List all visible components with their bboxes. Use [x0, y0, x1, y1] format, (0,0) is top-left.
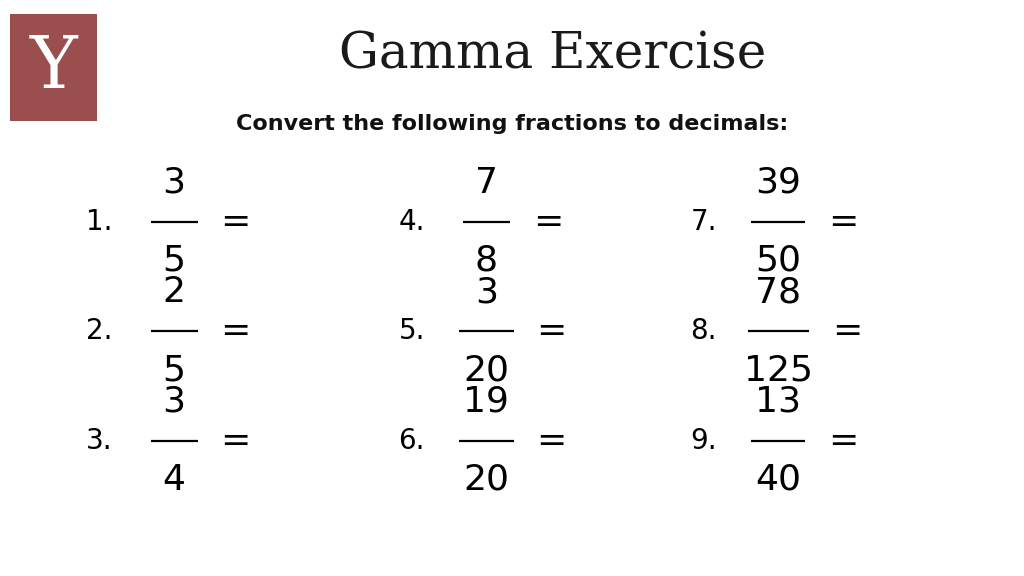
Text: 7.: 7. [690, 208, 717, 236]
Text: 39: 39 [756, 165, 801, 200]
Text: 20: 20 [464, 463, 509, 497]
Text: 4: 4 [163, 463, 185, 497]
Text: 3: 3 [163, 165, 185, 200]
Text: Gamma Exercise: Gamma Exercise [339, 30, 767, 79]
Text: 6.: 6. [398, 427, 425, 454]
Text: 3: 3 [475, 275, 498, 309]
Text: 20: 20 [464, 353, 509, 388]
Text: 2: 2 [163, 275, 185, 309]
Text: =: = [220, 204, 251, 239]
Text: 7: 7 [475, 165, 498, 200]
Text: 19: 19 [464, 384, 509, 419]
Text: 3.: 3. [86, 427, 113, 454]
Text: 9.: 9. [690, 427, 717, 454]
Text: 78: 78 [755, 275, 802, 309]
Text: 8.: 8. [690, 317, 717, 345]
Text: 2.: 2. [86, 317, 113, 345]
Text: 50: 50 [756, 244, 801, 278]
Text: 1.: 1. [86, 208, 113, 236]
Text: 3: 3 [163, 384, 185, 419]
Text: =: = [220, 314, 251, 348]
Text: =: = [532, 204, 563, 239]
Text: 4.: 4. [398, 208, 425, 236]
Text: 5: 5 [163, 353, 185, 388]
Text: 40: 40 [756, 463, 801, 497]
Text: =: = [537, 314, 566, 348]
Text: =: = [220, 423, 251, 458]
Text: =: = [537, 423, 566, 458]
FancyBboxPatch shape [10, 14, 97, 121]
Text: =: = [828, 423, 858, 458]
Text: 8: 8 [475, 244, 498, 278]
Text: =: = [831, 314, 862, 348]
Text: Y: Y [30, 32, 78, 103]
Text: 5: 5 [163, 244, 185, 278]
Text: 5.: 5. [398, 317, 425, 345]
Text: 125: 125 [743, 353, 813, 388]
Text: =: = [828, 204, 858, 239]
Text: 13: 13 [756, 384, 801, 419]
Text: Convert the following fractions to decimals:: Convert the following fractions to decim… [236, 114, 788, 134]
